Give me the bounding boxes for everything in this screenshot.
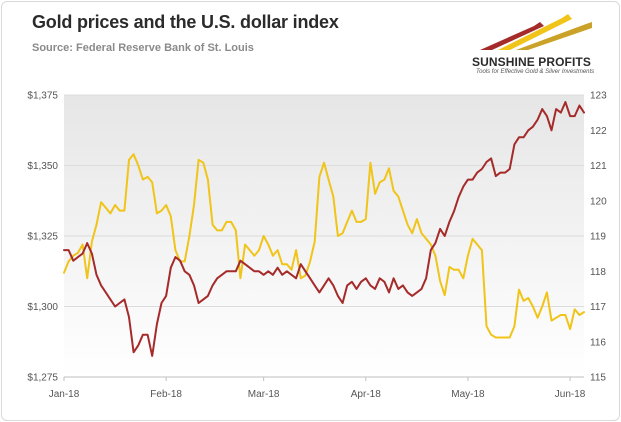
chart-title: Gold prices and the U.S. dollar index [32,12,339,32]
left-axis: $1,275 $1,300 $1,325 $1,350 $1,375 [27,91,58,384]
logo-swoosh-red [480,22,544,50]
x-axis: Jan-18 Feb-18 Mar-18 Apr-18 May-18 Jun-18 [49,376,586,400]
x-tick-label: Jan-18 [49,389,80,400]
left-tick-label: $1,375 [27,91,58,102]
logo-tagline: Tools for Effective Gold & Silver Invest… [476,69,595,75]
left-tick-label: $1,350 [27,161,58,172]
series-group [63,101,585,357]
sunshine-profits-logo-icon [480,14,592,50]
logo-swoosh-gold [498,14,572,50]
left-tick-label: $1,275 [27,373,58,384]
dollar-index-line [63,101,585,357]
x-tick-label: Jun-18 [555,389,586,400]
gold-price-line [63,153,585,339]
right-tick-label: 122 [590,126,607,137]
right-tick-label: 118 [590,267,606,278]
chart-subtitle: Source: Federal Reserve Bank of St. Loui… [32,42,254,54]
right-tick-label: 117 [590,302,606,313]
right-tick-label: 115 [590,373,606,384]
x-tick-label: Apr-18 [351,389,381,400]
x-tick-label: Feb-18 [150,389,182,400]
right-tick-label: 120 [590,196,607,207]
right-tick-label: 119 [590,232,606,243]
left-tick-label: $1,325 [27,232,58,243]
right-tick-label: 121 [590,161,607,172]
left-tick-label: $1,300 [27,302,58,313]
right-tick-label: 116 [590,337,606,348]
logo-name: SUNSHINE PROFITS [472,55,591,69]
logo-swoosh-dark [516,22,592,50]
right-axis: 115 116 117 118 119 120 121 122 123 [590,91,607,384]
x-tick-label: Mar-18 [248,389,280,400]
x-tick-label: May-18 [451,389,485,400]
right-tick-label: 123 [590,91,607,102]
